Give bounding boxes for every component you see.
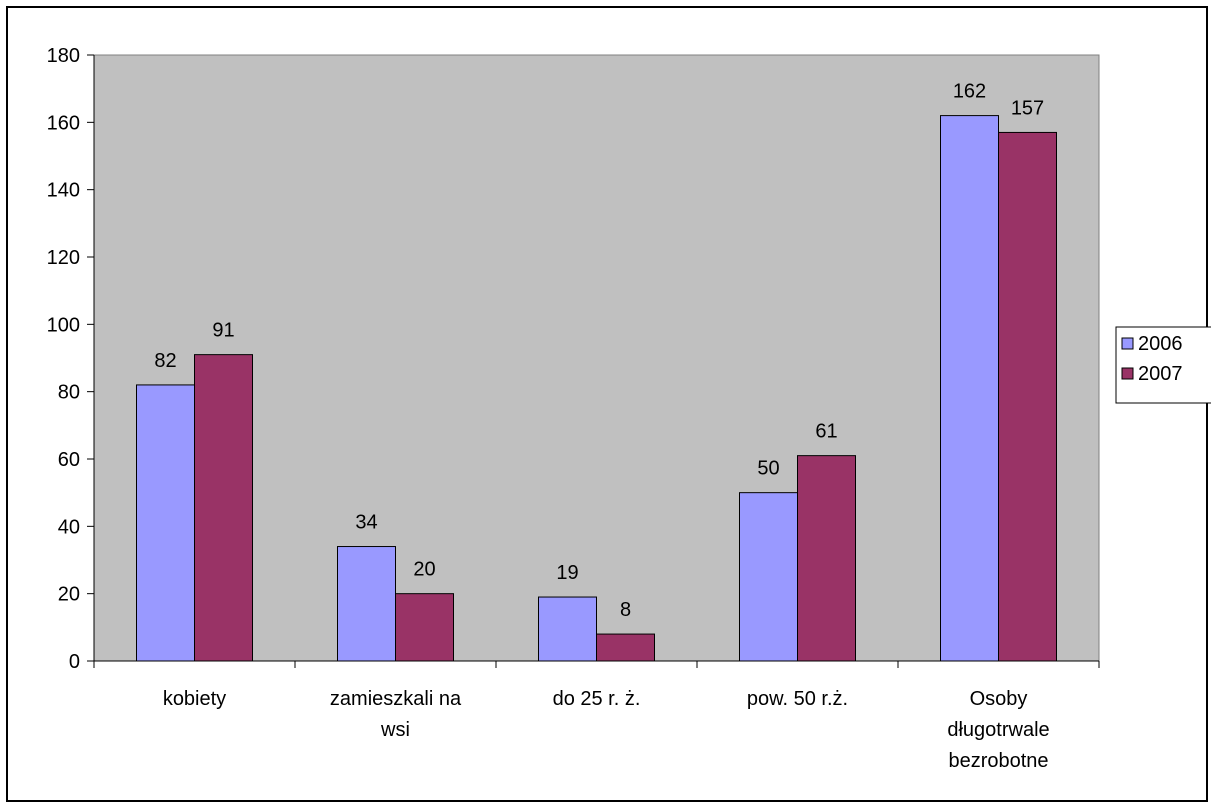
x-category-label: zamieszkali na: [330, 688, 462, 710]
x-category-label: Osoby: [970, 688, 1028, 710]
x-category-label: bezrobotne: [948, 750, 1048, 772]
plot-area: [93, 54, 1100, 662]
data-label: 157: [1011, 97, 1044, 119]
x-category-label: do 25 r. ż.: [553, 688, 641, 710]
y-tick-label: 80: [58, 382, 80, 404]
data-label: 19: [556, 562, 578, 584]
data-label: 162: [953, 81, 986, 103]
data-label: 50: [757, 458, 779, 480]
x-axis-ticks: [93, 661, 1100, 668]
legend-label: 2007: [1138, 363, 1183, 385]
bar-2006: [337, 546, 396, 662]
data-label: 8: [620, 599, 631, 621]
bar-2007: [194, 354, 253, 662]
bar-2006: [739, 492, 798, 662]
data-label: 61: [815, 421, 837, 443]
legend: 2006 2007: [1115, 326, 1211, 404]
y-tick-label: 140: [47, 180, 80, 202]
bar-2007: [797, 455, 856, 662]
data-label: 82: [154, 350, 176, 372]
bar-2006: [136, 384, 195, 662]
category-labels: kobiety zamieszkali na wsi do 25 r. ż. pow. …: [163, 688, 1050, 772]
y-tick-label: 60: [58, 449, 80, 471]
data-label: 34: [355, 512, 377, 534]
bars: [136, 115, 1057, 662]
data-labels: 82 91 34 20 19 8 50 61 162 157: [154, 81, 1044, 621]
bar-2007: [395, 593, 454, 662]
y-tick-label: 40: [58, 516, 80, 538]
y-tick-label: 20: [58, 584, 80, 606]
y-tick-label: 120: [47, 247, 80, 269]
x-category-label: pow. 50 r.ż.: [747, 688, 848, 710]
y-tick-label: 160: [47, 112, 80, 134]
x-category-label: kobiety: [163, 688, 226, 710]
bar-2006: [538, 596, 597, 662]
legend-swatch: [1121, 337, 1134, 350]
data-label: 91: [212, 320, 234, 342]
legend-swatch: [1121, 367, 1134, 380]
legend-label: 2006: [1138, 333, 1183, 355]
data-label: 20: [413, 559, 435, 581]
bar-2007: [596, 633, 655, 662]
y-tick-label: 0: [69, 651, 80, 673]
bar-2007: [998, 131, 1057, 662]
y-tick-label: 100: [47, 314, 80, 336]
y-axis-ticks: 0 20 40 60 80 100 120 140 160 180: [47, 45, 94, 673]
x-category-label: długotrwale: [947, 719, 1049, 741]
x-category-label: wsi: [380, 719, 410, 741]
bar-2006: [940, 115, 999, 662]
y-tick-label: 180: [47, 45, 80, 67]
